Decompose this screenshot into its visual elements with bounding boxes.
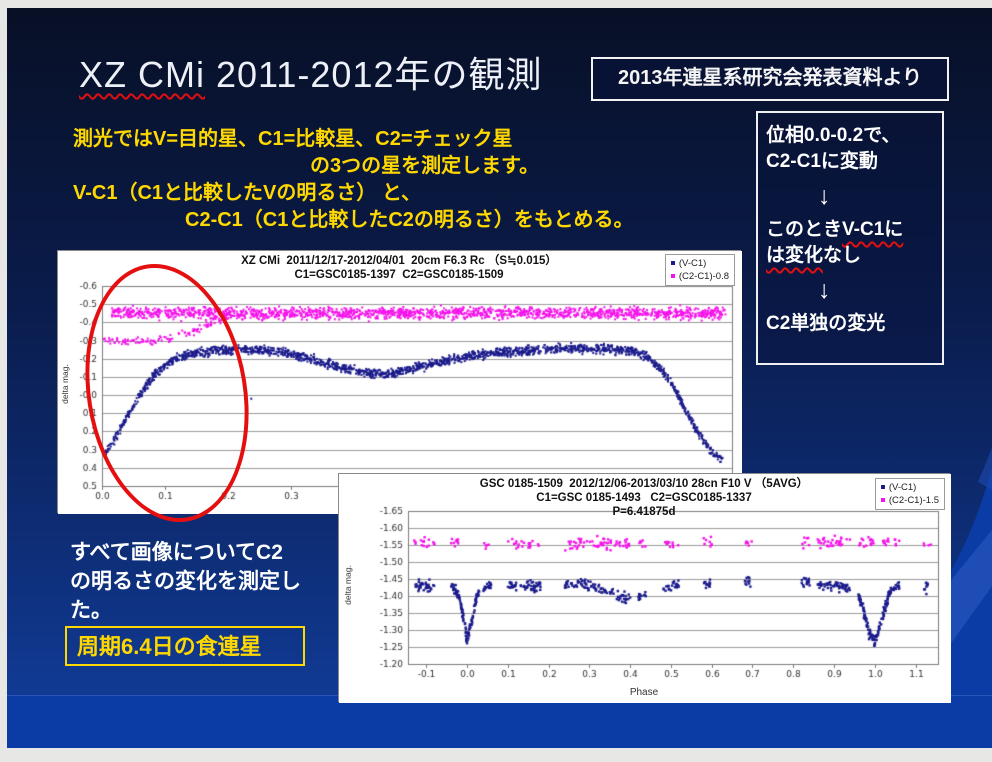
chart1-title: XZ CMi 2011/12/17-2012/04/01 20cm F6.3 R…	[241, 255, 557, 281]
chart2-x-axis-label: Phase	[629, 687, 659, 698]
legend-item: (C2-C1)-0.8	[670, 270, 729, 283]
footer-band	[7, 695, 992, 748]
down-arrow-icon: ↓	[818, 182, 831, 210]
light-curve-canvas-2	[339, 474, 951, 703]
chart1-y-axis-label: delta mag.	[59, 364, 70, 404]
measurement-note: すべて画像についてC2 の明るさの変化を測定し た。	[70, 538, 350, 625]
light-curve-chart-gsc0185-1509: GSC 0185-1509 2012/12/06-2013/03/10 28cn…	[338, 473, 951, 703]
intro-line-2: の3つの星を測定します。	[310, 155, 540, 177]
series-dot-icon	[880, 498, 885, 503]
legend-item: (C2-C1)-1.5	[880, 494, 939, 507]
conclusion-box: 周期6.4日の食連星	[65, 626, 305, 666]
chart2-title: GSC 0185-1509 2012/12/06-2013/03/10 28cn…	[479, 478, 809, 518]
chart2-legend: (V-C1) (C2-C1)-1.5	[874, 478, 945, 510]
flow-step1-line2: C2-C1に変動	[766, 151, 878, 172]
note-line-1: すべて画像についてC2	[70, 541, 283, 564]
down-arrow-icon: ↓	[818, 276, 831, 304]
chart2-y-axis-label: delta mag.	[342, 565, 353, 605]
intro-line-3: V-C1（C1と比較したVの明るさ） と、	[73, 182, 422, 204]
title-rest: 2011-2012年の観測	[205, 54, 543, 95]
light-curve-chart-xzcmi: XZ CMi 2011/12/17-2012/04/01 20cm F6.3 R…	[57, 250, 742, 514]
light-curve-canvas-1	[58, 251, 742, 514]
reasoning-flow-box: 位相0.0-0.2で、 C2-C1に変動 ↓ このときV-C1に は変化なし ↓…	[756, 111, 944, 365]
title-object-name: XZ CMi	[79, 54, 205, 95]
note-line-3: た。	[70, 599, 112, 622]
chart1-legend: (V-C1) (C2-C1)-0.8	[664, 254, 735, 286]
legend-item: (V-C1)	[880, 481, 939, 494]
legend-item: (V-C1)	[670, 257, 729, 270]
photometry-explanation: 測光ではV=目的星、C1=比較星、C2=チェック星 の3つの星を測定します。 V…	[73, 126, 693, 234]
intro-line-4: C2-C1（C1と比較したC2の明るさ）をもとめる。	[185, 209, 634, 231]
source-note-box: 2013年連星系研究会発表資料より	[591, 57, 949, 101]
intro-line-1: 測光ではV=目的星、C1=比較星、C2=チェック星	[73, 128, 513, 150]
flow-step2-line1: このときV-C1に	[766, 219, 904, 240]
flow-step2-line2: は変化なし	[766, 245, 862, 266]
series-dot-icon	[670, 274, 675, 279]
presentation-slide: XZ CMi 2011-2012年の観測 2013年連星系研究会発表資料より 測…	[7, 8, 992, 748]
series-dot-icon	[880, 485, 885, 490]
page-title: XZ CMi 2011-2012年の観測	[79, 46, 543, 98]
series-dot-icon	[670, 261, 675, 266]
flow-step3: C2単独の変光	[766, 313, 886, 334]
flow-step1-line1: 位相0.0-0.2で、	[766, 125, 901, 146]
note-line-2: の明るさの変化を測定し	[70, 570, 301, 593]
